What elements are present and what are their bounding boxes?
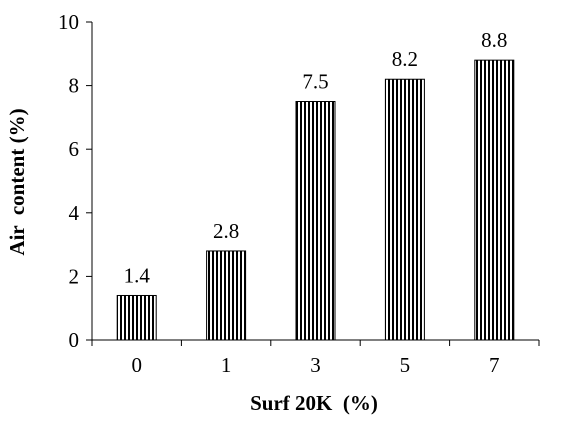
y-tick-label: 0 — [69, 328, 80, 352]
y-tick-label: 2 — [69, 264, 80, 288]
data-label: 1.4 — [124, 263, 151, 287]
y-axis-title: Air content (%) — [5, 108, 29, 255]
bars — [116, 59, 515, 341]
x-axis-title: Surf 20K (%) — [250, 391, 378, 415]
bar — [474, 59, 515, 341]
data-label: 7.5 — [302, 70, 328, 94]
y-tick-label: 8 — [69, 74, 80, 98]
data-label: 2.8 — [213, 219, 239, 243]
bar — [206, 250, 247, 341]
x-tick-label: 1 — [221, 353, 232, 377]
bar — [116, 294, 157, 341]
data-labels: 1.4 2.8 7.5 8.2 8.8 — [124, 28, 508, 287]
y-axis: 0 2 4 6 8 10 — [58, 10, 93, 352]
x-tick-label: 0 — [131, 353, 142, 377]
bar — [295, 101, 336, 341]
x-tick-label: 5 — [400, 353, 411, 377]
x-tick-label: 7 — [489, 353, 500, 377]
y-tick-label: 4 — [69, 201, 80, 225]
y-tick-label: 10 — [58, 10, 79, 34]
y-tick-label: 6 — [69, 137, 80, 161]
data-label: 8.2 — [392, 47, 418, 71]
data-label: 8.8 — [481, 28, 507, 52]
x-axis: 0 1 3 5 7 — [91, 339, 540, 377]
x-tick-label: 3 — [310, 353, 321, 377]
bar — [384, 78, 425, 341]
